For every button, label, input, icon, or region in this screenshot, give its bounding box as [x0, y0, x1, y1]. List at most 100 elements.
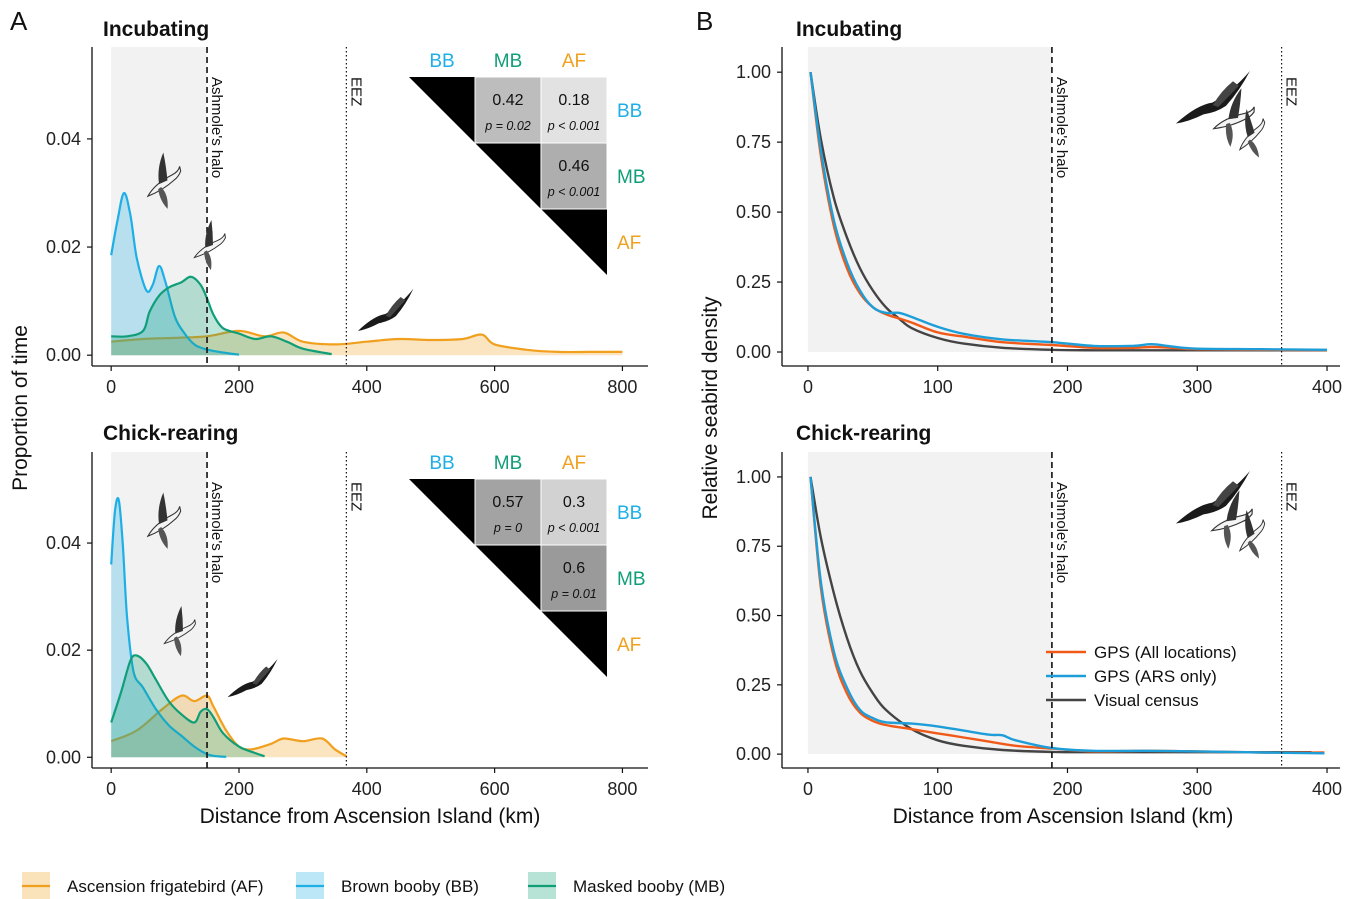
legend-label: Ascension frigatebird (AF): [67, 877, 264, 896]
panel-title: Incubating: [103, 18, 209, 41]
matrix-value: 0.57: [492, 494, 523, 511]
matrix-value: 0.18: [558, 92, 589, 109]
density-line-bb: [110, 191, 240, 356]
booby-illustration: [1238, 108, 1266, 158]
halo-label: Ashmole's halo: [208, 482, 225, 583]
panel-title: Chick-rearing: [103, 422, 238, 445]
matrix-diagonal-block: [409, 77, 475, 143]
y-tick-label: 0.04: [46, 533, 81, 553]
panel-label-a: A: [10, 6, 28, 36]
y-tick-label: 0.00: [46, 747, 81, 767]
y-tick-label: 0.50: [736, 606, 771, 626]
matrix-value: 0.42: [492, 92, 523, 109]
chart-B_chick: Ashmole's halo EEZ 0 100 200 300 400 0.00 0.25 0.…: [736, 422, 1342, 799]
eez-label: EEZ: [347, 77, 364, 106]
booby-illustration: [1238, 509, 1266, 559]
matrix-cell: [474, 76, 542, 144]
species-legend: Ascension frigatebird (AF) Brown booby (B…: [22, 872, 725, 899]
method-legend: GPS (All locations) GPS (ARS only) Visual …: [1046, 643, 1237, 710]
matrix-diagonal-block: [541, 611, 607, 677]
x-tick-label: 200: [1052, 377, 1082, 397]
matrix-column-label: AF: [562, 453, 586, 474]
legend-label: GPS (ARS only): [1094, 667, 1217, 686]
density-line-af: [111, 329, 623, 354]
matrix-cell: [540, 544, 608, 612]
y-tick-label: 0.75: [736, 132, 771, 152]
density-line-mb: [111, 275, 332, 356]
panel-title: Incubating: [796, 18, 902, 41]
panel-title: Chick-rearing: [796, 422, 931, 445]
bird-wing: [158, 187, 168, 209]
x-tick-label: 400: [1312, 377, 1342, 397]
y-tick-label: 0.75: [736, 536, 771, 556]
matrix-p-value: p < 0.001: [547, 521, 600, 535]
eez-label: EEZ: [347, 482, 364, 511]
x-axis-title-a: Distance from Ascension Island (km): [200, 805, 541, 828]
matrix-row-label: MB: [617, 167, 646, 188]
density-line-gps-all: [809, 72, 1328, 352]
bird-wing: [1245, 509, 1255, 539]
y-tick-label: 1.00: [736, 467, 771, 487]
bird-body: [357, 288, 414, 331]
density-area-mb: [111, 276, 332, 356]
bird-wing: [1225, 122, 1233, 147]
bird-wing: [158, 152, 168, 185]
matrix-p-value: p < 0.001: [547, 185, 600, 199]
bird-wing: [1228, 88, 1242, 120]
chart-A_incubating: Ashmole's halo EEZ 0 200 400 600 800 0.00 0.02 0.…: [46, 18, 648, 397]
y-tick-label: 0.50: [736, 202, 771, 222]
x-tick-label: 200: [224, 779, 254, 799]
bird-wing: [1226, 490, 1240, 522]
x-tick-label: 600: [480, 779, 510, 799]
x-tick-label: 300: [1182, 377, 1212, 397]
x-tick-label: 400: [352, 779, 382, 799]
bird-wing: [1247, 540, 1260, 559]
bird-illustrations: [146, 71, 1266, 698]
matrix-p-value: p = 0.02: [484, 119, 531, 133]
x-tick-label: 0: [803, 779, 813, 799]
x-tick-label: 100: [923, 377, 953, 397]
halo-shade: [807, 47, 1052, 353]
frigatebird-illustration: [1175, 71, 1250, 124]
halo-shade: [807, 452, 1052, 755]
matrix-column-label: BB: [429, 51, 454, 72]
density-area-bb: [111, 192, 239, 356]
bird-wing: [252, 666, 271, 685]
panel-label-b: B: [696, 6, 713, 36]
matrix-column-label: MB: [494, 51, 523, 72]
halo-label: Ashmole's halo: [1053, 77, 1070, 178]
bird-wing: [175, 605, 183, 634]
x-tick-label: 400: [1312, 779, 1342, 799]
x-tick-label: 200: [1052, 779, 1082, 799]
frigatebird-illustration: [1175, 471, 1250, 524]
matrix-p-value: p = 0.01: [550, 587, 597, 601]
matrix-p-value: p < 0.001: [547, 119, 600, 133]
density-area-mb: [111, 655, 265, 758]
matrix-cell: [474, 478, 542, 546]
frigatebird-illustration: [357, 288, 414, 331]
x-tick-label: 600: [480, 377, 510, 397]
density-area-bb: [111, 498, 227, 758]
density-line-gps-ars: [809, 72, 1328, 351]
matrix-cell: [540, 142, 608, 210]
y-axis-title-a: Proportion of time: [9, 325, 32, 491]
legend-label: Visual census: [1094, 691, 1199, 710]
x-tick-label: 0: [106, 377, 116, 397]
matrix-value: 0.3: [563, 494, 585, 511]
chart-A_chick: Ashmole's halo EEZ 0 200 400 600 800 0.00 0.02 0.…: [46, 422, 648, 799]
x-tick-label: 300: [1182, 779, 1212, 799]
booby-illustration: [1212, 88, 1255, 147]
y-tick-label: 0.25: [736, 272, 771, 292]
overlap-matrix: 0.57 p = 0 0.3 p < 0.001 0.6 p = 0.01 BB BB MB MB…: [409, 453, 646, 677]
booby-illustration: [1210, 490, 1253, 549]
bird-wing: [1212, 81, 1239, 108]
matrix-column-label: MB: [494, 453, 523, 474]
bird-body: [1175, 471, 1250, 524]
bird-wing: [174, 636, 182, 657]
halo-label: Ashmole's halo: [1053, 482, 1070, 583]
bird-body: [1175, 71, 1250, 124]
y-tick-label: 0.25: [736, 675, 771, 695]
matrix-p-value: p = 0: [493, 521, 522, 535]
eez-label: EEZ: [1283, 482, 1300, 511]
x-tick-label: 800: [607, 779, 637, 799]
